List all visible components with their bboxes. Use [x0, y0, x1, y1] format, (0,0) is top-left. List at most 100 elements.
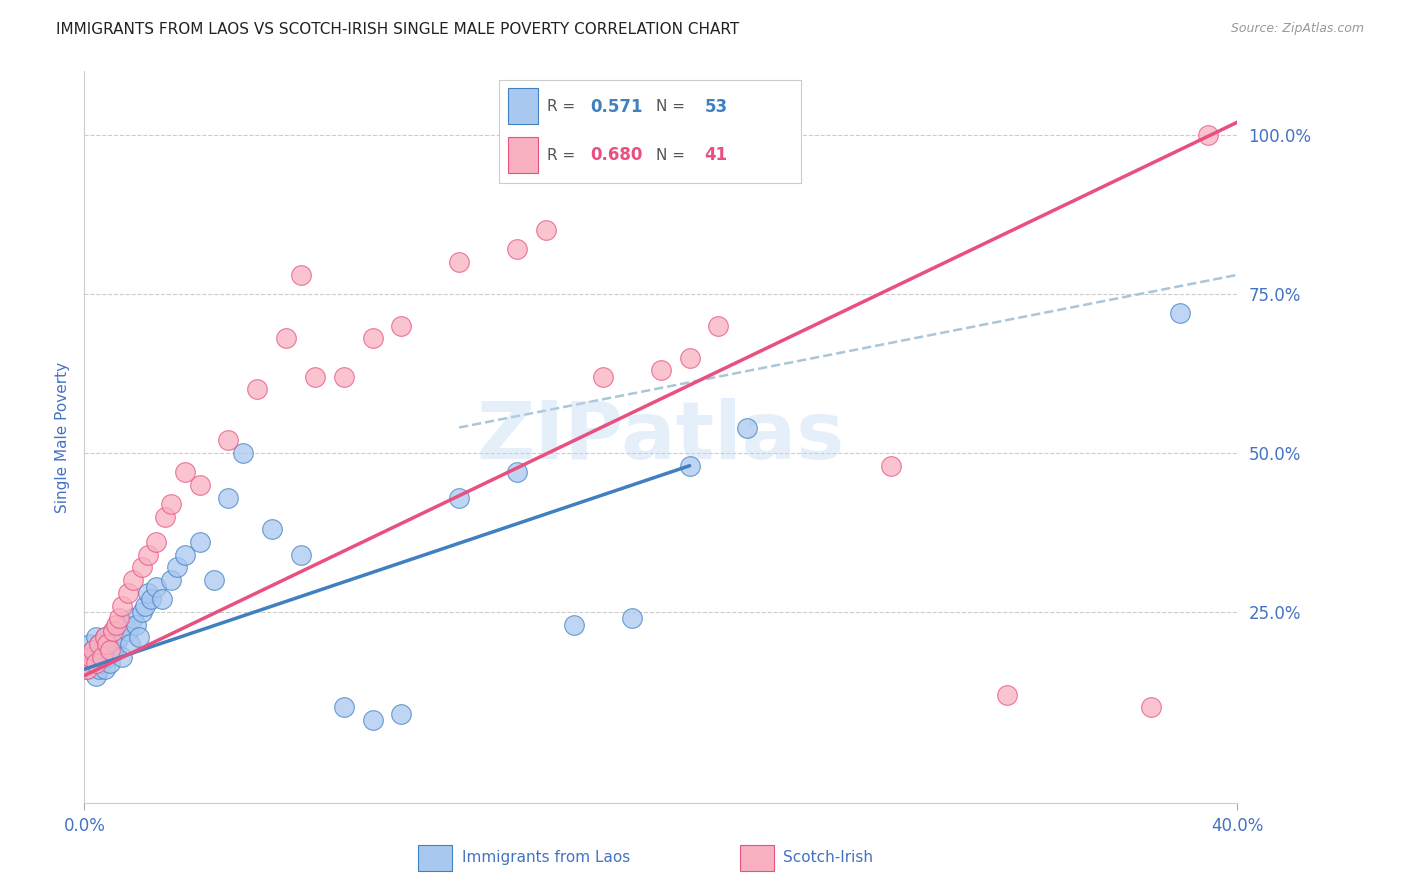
Point: [82, 643, 104, 657]
Text: R =: R =: [547, 99, 581, 114]
Point: [304, 369, 326, 384]
Point: [136, 586, 159, 600]
Point: [103, 624, 125, 638]
Point: [87, 637, 110, 651]
Point: [232, 446, 254, 460]
Point: [737, 420, 759, 434]
Bar: [508, 88, 538, 124]
Point: [1198, 128, 1220, 142]
Point: [621, 611, 644, 625]
Point: [96, 637, 118, 651]
Point: [290, 548, 312, 562]
Point: [391, 706, 413, 721]
Point: [188, 477, 211, 491]
Text: Immigrants from Laos: Immigrants from Laos: [461, 850, 630, 864]
Point: [707, 318, 730, 333]
Text: Scotch-Irish: Scotch-Irish: [783, 850, 873, 864]
Point: [79, 637, 101, 651]
Point: [361, 713, 384, 727]
Text: IMMIGRANTS FROM LAOS VS SCOTCH-IRISH SINGLE MALE POVERTY CORRELATION CHART: IMMIGRANTS FROM LAOS VS SCOTCH-IRISH SIN…: [56, 22, 740, 37]
Point: [84, 631, 107, 645]
Text: R =: R =: [547, 148, 581, 162]
Bar: [419, 846, 453, 871]
Point: [93, 662, 115, 676]
Point: [447, 255, 470, 269]
Point: [114, 617, 136, 632]
Point: [117, 586, 139, 600]
Point: [108, 631, 131, 645]
Point: [93, 631, 115, 645]
Point: [332, 369, 354, 384]
Point: [679, 458, 702, 473]
Point: [87, 662, 110, 676]
Y-axis label: Single Male Poverty: Single Male Poverty: [55, 361, 70, 513]
Point: [103, 624, 125, 638]
Point: [880, 458, 903, 473]
Point: [174, 465, 197, 479]
Point: [84, 668, 107, 682]
Point: [995, 688, 1018, 702]
Text: 0.571: 0.571: [591, 98, 643, 116]
Point: [218, 491, 240, 505]
Point: [98, 656, 121, 670]
Point: [125, 617, 148, 632]
Point: [1168, 306, 1191, 320]
Point: [111, 599, 134, 613]
Point: [679, 351, 702, 365]
Point: [134, 599, 156, 613]
Text: N =: N =: [657, 99, 690, 114]
Point: [96, 649, 118, 664]
Point: [174, 548, 197, 562]
Point: [76, 662, 98, 676]
Point: [534, 223, 557, 237]
Point: [260, 522, 283, 536]
Text: ZIPatlas: ZIPatlas: [477, 398, 845, 476]
Text: 0.680: 0.680: [591, 146, 643, 164]
Point: [564, 617, 586, 632]
Point: [82, 656, 104, 670]
Point: [87, 637, 110, 651]
Point: [160, 573, 183, 587]
Point: [290, 268, 312, 282]
Point: [103, 643, 125, 657]
Point: [1140, 700, 1163, 714]
Point: [131, 560, 153, 574]
Point: [447, 491, 470, 505]
Point: [131, 605, 153, 619]
Point: [246, 383, 269, 397]
Point: [93, 631, 115, 645]
Point: [90, 643, 112, 657]
Text: N =: N =: [657, 148, 690, 162]
Point: [592, 369, 614, 384]
Point: [98, 643, 121, 657]
Point: [122, 611, 145, 625]
Text: Source: ZipAtlas.com: Source: ZipAtlas.com: [1230, 22, 1364, 36]
Point: [145, 580, 167, 594]
Point: [76, 662, 98, 676]
Point: [90, 656, 112, 670]
Point: [218, 434, 240, 448]
Point: [188, 535, 211, 549]
Point: [87, 649, 110, 664]
Point: [120, 637, 142, 651]
Point: [79, 649, 101, 664]
Point: [122, 573, 145, 587]
Point: [105, 637, 128, 651]
Point: [82, 643, 104, 657]
Text: 53: 53: [704, 98, 728, 116]
Point: [84, 656, 107, 670]
Point: [108, 611, 131, 625]
Point: [153, 509, 176, 524]
Point: [391, 318, 413, 333]
Point: [276, 331, 298, 345]
Bar: [740, 846, 775, 871]
Point: [202, 573, 225, 587]
Point: [166, 560, 188, 574]
Point: [111, 649, 134, 664]
Point: [105, 617, 128, 632]
Text: 41: 41: [704, 146, 728, 164]
Point: [117, 624, 139, 638]
Point: [506, 465, 529, 479]
Point: [90, 649, 112, 664]
Point: [139, 592, 162, 607]
